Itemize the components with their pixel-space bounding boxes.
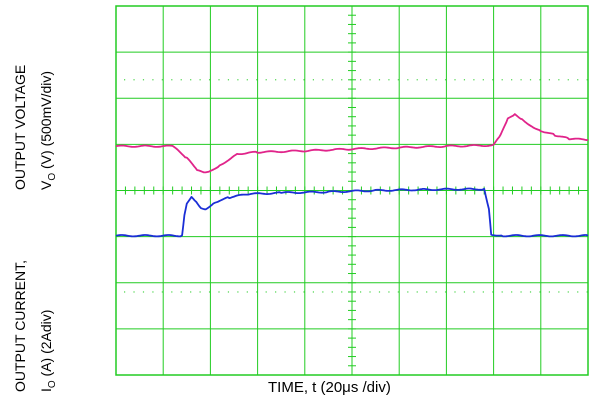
y-axis-label-voltage-line1: OUTPUT VOLTAGE [12,64,28,190]
output-voltage-trace [115,113,589,174]
y-axis-label-current-line2: IO (A) (2Adiv) [38,309,58,392]
y-axis-label-current-line1: OUTPUT CURRENT, [12,260,28,392]
output-current-trace [115,187,589,238]
y-axis-label-voltage-line2: VO (V) (500mV/div) [38,70,58,190]
x-axis-label: TIME, t (20μs /div) [268,379,391,396]
traces [115,113,589,238]
